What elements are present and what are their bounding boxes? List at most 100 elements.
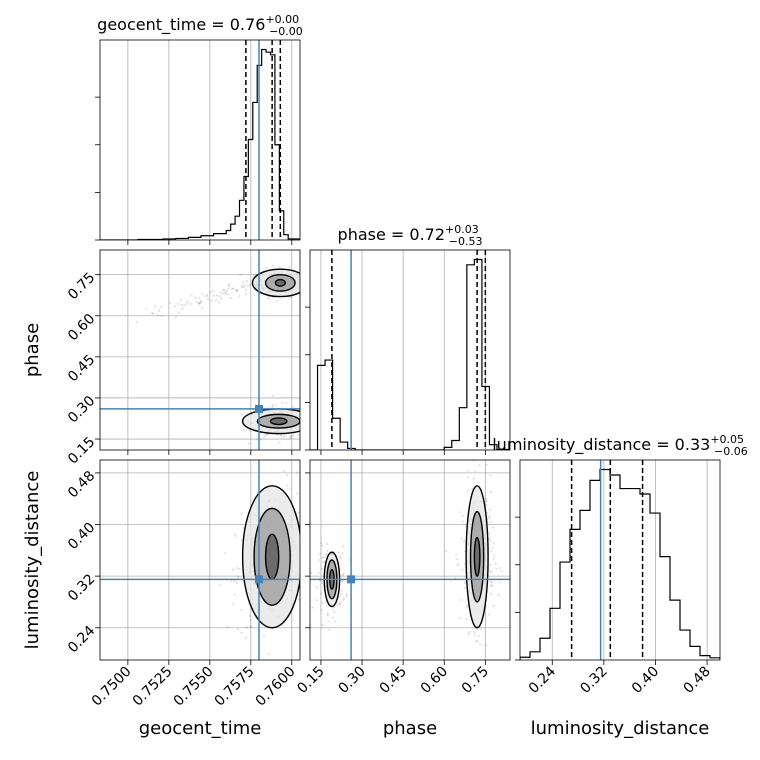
histogram-bar: [467, 265, 475, 450]
sample-point: [262, 635, 265, 638]
sample-point: [174, 316, 177, 319]
histogram-bar: [550, 608, 560, 660]
y-tick-label: 0.24: [65, 623, 98, 656]
histogram-bar: [520, 657, 530, 660]
sample-point: [455, 558, 458, 561]
sample-point: [485, 497, 488, 500]
sample-point: [490, 581, 494, 584]
sample-point: [492, 557, 495, 561]
panel-marks: [100, 250, 307, 457]
histogram-bar: [560, 562, 570, 660]
contour-line: [251, 268, 300, 298]
sample-point: [152, 312, 155, 315]
sample-point: [339, 556, 342, 560]
histogram-bar: [600, 470, 610, 660]
sample-point: [454, 554, 458, 557]
sample-point: [235, 289, 238, 292]
sample-point: [190, 302, 193, 305]
sample-point: [296, 470, 299, 474]
sample-point: [249, 626, 253, 629]
sample-point: [199, 299, 203, 302]
sample-point: [282, 469, 285, 473]
panel-background: [100, 40, 300, 240]
sample-point: [292, 434, 295, 437]
sample-point: [183, 304, 186, 307]
sample-point: [288, 488, 291, 491]
sample-point: [240, 608, 243, 611]
sample-point: [194, 296, 197, 299]
sample-point: [445, 550, 448, 553]
y-tick-label: 0.32: [65, 571, 98, 604]
sample-point: [322, 555, 325, 559]
panel-frame: [309, 249, 511, 451]
panel-title-luminosity_distance: luminosity_distance = 0.33+0.05 −0.06: [492, 433, 748, 458]
sample-point: [271, 394, 275, 397]
x-tick-label: 0.7550: [171, 664, 217, 710]
sample-point: [479, 643, 482, 646]
x-tick-label: 0.24: [526, 663, 559, 696]
x-tick-label: 0.7575: [212, 664, 258, 710]
y-axis-label-phase: phase: [22, 323, 43, 377]
sample-point: [283, 433, 286, 436]
sample-point: [297, 511, 300, 514]
sample-point: [197, 302, 201, 305]
sample-point: [283, 435, 286, 439]
histogram-bar: [266, 52, 270, 240]
sample-point: [296, 492, 299, 495]
histogram-bar: [240, 200, 244, 240]
sample-point: [249, 625, 252, 628]
histogram-bar: [284, 235, 288, 240]
sample-point: [271, 264, 275, 267]
sample-point: [150, 311, 154, 315]
sample-point: [292, 405, 295, 408]
panel-title-phase: phase = 0.72+0.03 −0.53: [338, 223, 483, 248]
sample-point: [301, 569, 303, 571]
contour-line: [465, 485, 489, 629]
sample-point: [326, 613, 329, 617]
sample-point: [485, 644, 488, 647]
sample-point: [239, 273, 242, 277]
sample-point: [497, 593, 500, 596]
sample-point: [198, 296, 201, 300]
sample-point: [240, 538, 243, 541]
title-minus-error: −0.06: [714, 445, 748, 458]
sample-point: [489, 539, 492, 543]
sample-point: [242, 280, 245, 284]
sample-point: [255, 438, 258, 441]
sample-point: [215, 294, 219, 297]
sample-point: [248, 283, 252, 286]
sample-point: [255, 491, 258, 494]
sample-point: [263, 435, 266, 438]
sample-point: [486, 511, 489, 514]
panel-phase-vs-luminosity_distance: 0.15 0.30 0.45 0.60 0.75 phase: [294, 459, 511, 739]
sample-point: [338, 555, 342, 558]
sample-point: [310, 571, 313, 575]
sample-point: [186, 302, 189, 305]
sample-point: [326, 612, 329, 615]
sample-point: [173, 305, 177, 308]
sample-point: [278, 441, 281, 444]
sample-point: [157, 309, 161, 312]
sample-point: [321, 601, 324, 604]
x-tick-label: 0.15: [294, 664, 327, 697]
sample-point: [242, 527, 245, 530]
sample-point: [305, 284, 307, 286]
y-tick-label: 0.48: [65, 468, 98, 501]
sample-point: [160, 314, 163, 317]
sample-point: [498, 581, 501, 584]
sample-point: [228, 283, 231, 286]
sample-point: [265, 266, 268, 270]
sample-point: [198, 302, 202, 305]
sample-point: [260, 438, 263, 441]
sample-point: [489, 569, 492, 573]
sample-point: [290, 436, 293, 439]
sample-point: [222, 289, 225, 292]
sample-point: [489, 491, 492, 494]
sample-point: [489, 474, 492, 477]
sample-point: [466, 470, 469, 473]
sample-point: [495, 567, 498, 570]
sample-point: [270, 455, 272, 457]
sample-point: [342, 572, 345, 575]
histogram-bar: [530, 652, 540, 660]
